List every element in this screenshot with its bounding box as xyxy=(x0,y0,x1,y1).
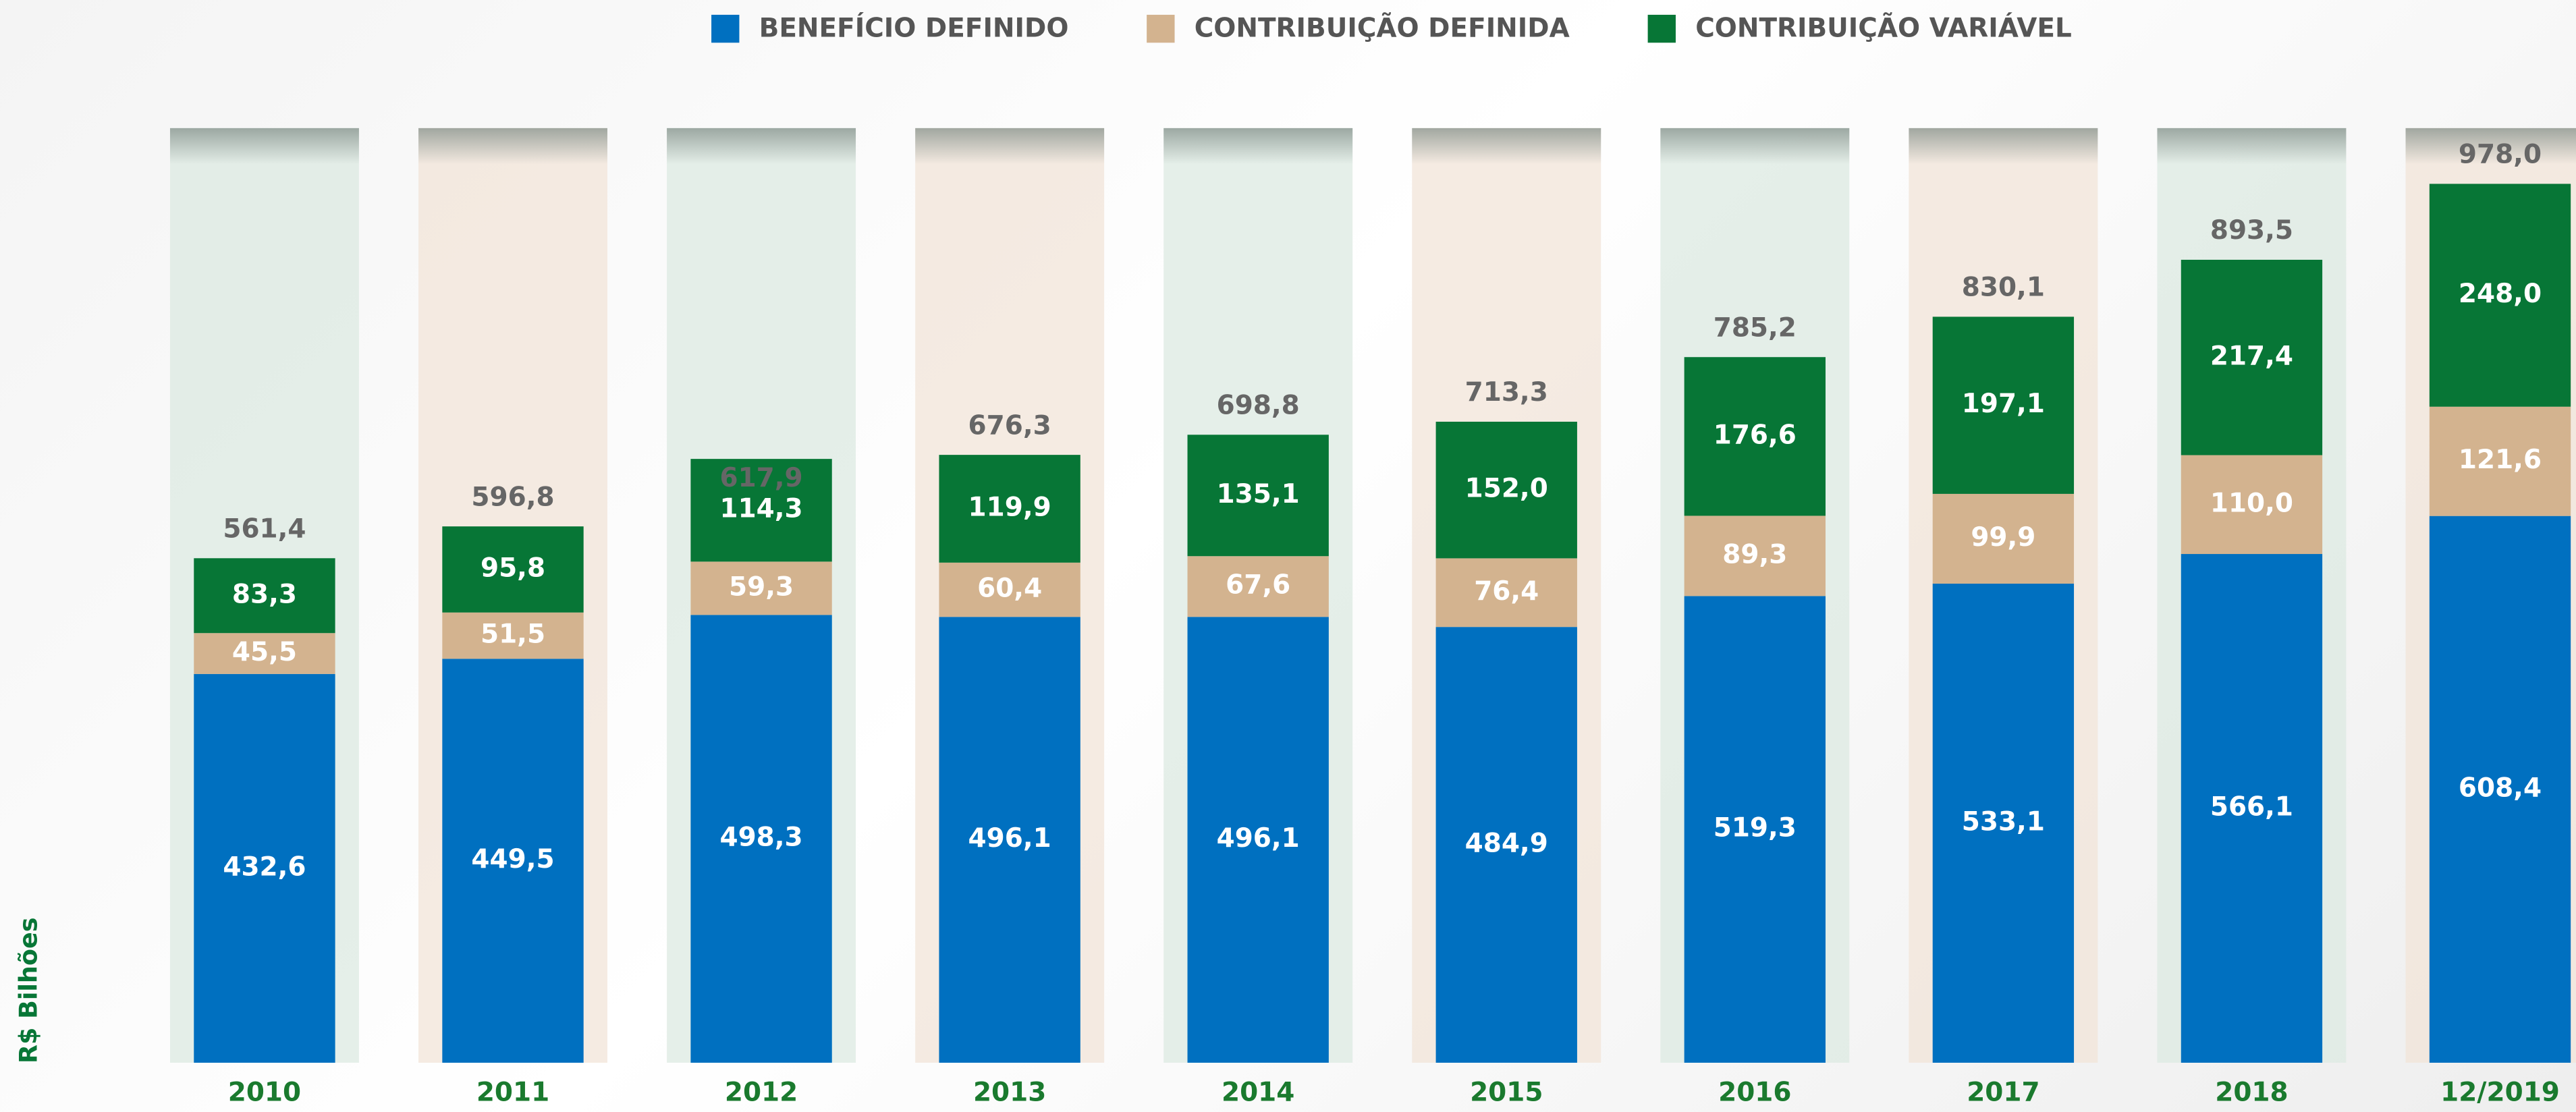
value-label: 83,3 xyxy=(232,579,297,609)
bar-segment xyxy=(1187,435,1329,557)
x-tick-label: 2011 xyxy=(476,1078,549,1108)
bar-segment xyxy=(2181,455,2323,555)
bar-segment xyxy=(690,615,832,1063)
bar-segment xyxy=(2429,516,2571,1063)
x-tick-label: 2014 xyxy=(1222,1078,1294,1108)
bar-segment xyxy=(442,659,584,1063)
bar-segment xyxy=(2181,554,2323,1063)
total-label: 893,5 xyxy=(2210,215,2293,246)
bar-segment xyxy=(939,455,1080,563)
value-label: 432,6 xyxy=(223,852,306,882)
x-tick-label: 2018 xyxy=(2215,1078,2288,1108)
value-label: 152,0 xyxy=(1465,474,1548,504)
column-shade xyxy=(2157,128,2347,165)
bar-segment xyxy=(1187,556,1329,617)
bar-segment xyxy=(939,562,1080,617)
column-shade xyxy=(2405,128,2576,165)
bar-segment xyxy=(1187,617,1329,1063)
value-label: 566,1 xyxy=(2210,791,2293,822)
legend-label: CONTRIBUIÇÃO VARIÁVEL xyxy=(1695,11,2072,43)
total-label: 596,8 xyxy=(471,482,554,512)
value-label: 45,5 xyxy=(232,637,297,667)
column-shade xyxy=(915,128,1105,165)
x-tick-label: 2013 xyxy=(973,1078,1046,1108)
value-label: 76,4 xyxy=(1474,576,1539,607)
value-label: 135,1 xyxy=(1217,479,1300,509)
bar-segment xyxy=(194,673,335,1063)
x-tick-label: 2010 xyxy=(228,1078,301,1108)
value-label: 95,8 xyxy=(481,553,545,583)
value-label: 176,6 xyxy=(1714,420,1797,450)
value-label: 496,1 xyxy=(1217,823,1300,854)
legend-label: BENEFÍCIO DEFINIDO xyxy=(759,11,1069,43)
value-label: 59,3 xyxy=(729,572,794,602)
y-axis-label: R$ Bilhões xyxy=(13,918,43,1064)
x-tick-label: 2017 xyxy=(1967,1078,2039,1108)
bar-segment xyxy=(1684,596,1826,1063)
value-label: 67,6 xyxy=(1226,570,1290,601)
value-label: 99,9 xyxy=(1971,522,2035,553)
column-shade xyxy=(1163,128,1353,165)
total-label: 785,2 xyxy=(1714,312,1797,343)
bar-segment xyxy=(1684,357,1826,516)
value-label: 197,1 xyxy=(1962,389,2045,419)
bar-segment xyxy=(1435,421,1577,559)
x-tick-label: 2015 xyxy=(1470,1078,1543,1108)
value-label: 60,4 xyxy=(977,574,1042,604)
bar-segment xyxy=(2429,406,2571,516)
value-label: 533,1 xyxy=(1962,806,2045,837)
value-label: 89,3 xyxy=(1722,539,1787,569)
column-shade xyxy=(1909,128,2098,165)
total-label: 676,3 xyxy=(968,410,1051,441)
x-tick-label: 2016 xyxy=(1718,1078,1791,1108)
bar-segment xyxy=(690,459,832,562)
bar-segment xyxy=(194,633,335,674)
value-label: 496,1 xyxy=(968,823,1051,854)
column-shade xyxy=(1660,128,1850,165)
column-shade xyxy=(418,128,607,165)
value-label: 449,5 xyxy=(471,844,554,874)
legend-swatch xyxy=(1647,14,1676,43)
bar-segment xyxy=(1684,516,1826,596)
bar-segment xyxy=(194,558,335,634)
total-label: 617,9 xyxy=(719,463,802,493)
value-label: 608,4 xyxy=(2459,773,2542,803)
value-label: 519,3 xyxy=(1714,813,1797,843)
value-label: 119,9 xyxy=(968,492,1051,522)
value-label: 110,0 xyxy=(2210,488,2293,518)
total-label: 561,4 xyxy=(223,513,306,544)
x-tick-label: 2012 xyxy=(725,1078,798,1108)
bar-segment xyxy=(2429,184,2571,407)
value-label: 114,3 xyxy=(719,494,802,524)
bar-segment xyxy=(1932,316,2075,494)
x-tick-label: 12/2019 xyxy=(2440,1078,2560,1108)
legend-swatch xyxy=(1147,14,1175,43)
value-label: 217,4 xyxy=(2210,341,2293,371)
value-label: 248,0 xyxy=(2459,279,2542,309)
bar-segment xyxy=(442,612,584,659)
value-label: 484,9 xyxy=(1465,829,1548,859)
legend-swatch xyxy=(711,14,740,43)
bar-segment xyxy=(2181,259,2323,455)
total-label: 713,3 xyxy=(1465,377,1548,408)
column-shade xyxy=(667,128,856,165)
bar-segment xyxy=(442,526,584,613)
total-label: 830,1 xyxy=(1962,273,2045,303)
value-label: 498,3 xyxy=(719,823,802,853)
bar-segment xyxy=(1932,583,2075,1063)
bar-segment xyxy=(1932,493,2075,584)
value-label: 51,5 xyxy=(481,619,545,650)
total-label: 978,0 xyxy=(2459,140,2542,170)
bar-segment xyxy=(1435,558,1577,628)
column-shade xyxy=(1412,128,1601,165)
bar-segment xyxy=(1435,627,1577,1063)
bar-segment xyxy=(939,617,1080,1063)
legend-label: CONTRIBUIÇÃO DEFINIDA xyxy=(1195,11,1570,43)
column-shade xyxy=(169,128,359,165)
total-label: 698,8 xyxy=(1217,390,1300,420)
bar-segment xyxy=(690,561,832,615)
value-label: 121,6 xyxy=(2459,445,2542,475)
